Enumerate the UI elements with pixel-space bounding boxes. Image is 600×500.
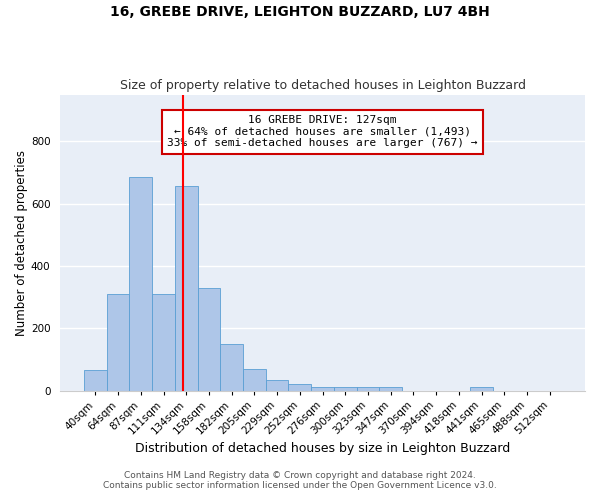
Bar (107, 294, 130, 390)
Bar (197, 288, 220, 391)
Bar (311, 387, 334, 390)
Bar (243, 370, 266, 390)
Bar (152, 294, 175, 390)
Y-axis label: Number of detached properties: Number of detached properties (15, 150, 28, 336)
Bar (266, 380, 289, 390)
Bar (379, 388, 402, 390)
Text: 16 GREBE DRIVE: 127sqm
← 64% of detached houses are smaller (1,493)
33% of semi-: 16 GREBE DRIVE: 127sqm ← 64% of detached… (167, 116, 478, 148)
Bar (289, 384, 311, 390)
Bar (356, 388, 379, 390)
Bar (470, 388, 493, 390)
Bar (130, 177, 152, 390)
Bar (334, 387, 356, 390)
Text: 16, GREBE DRIVE, LEIGHTON BUZZARD, LU7 4BH: 16, GREBE DRIVE, LEIGHTON BUZZARD, LU7 4… (110, 5, 490, 19)
Text: Contains HM Land Registry data © Crown copyright and database right 2024.
Contai: Contains HM Land Registry data © Crown c… (103, 470, 497, 490)
X-axis label: Distribution of detached houses by size in Leighton Buzzard: Distribution of detached houses by size … (135, 442, 510, 455)
Bar (220, 344, 243, 391)
Title: Size of property relative to detached houses in Leighton Buzzard: Size of property relative to detached ho… (119, 79, 526, 92)
Bar (175, 186, 197, 390)
Bar (84, 370, 107, 390)
